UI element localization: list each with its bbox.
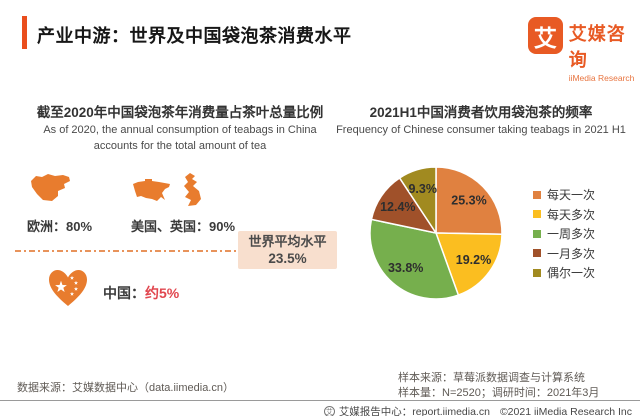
legend-label: 一周多次 — [547, 227, 596, 242]
iimedia-logo-icon: 艾 — [528, 17, 563, 54]
europe-map-icon — [31, 174, 70, 201]
legend-item-一周多次: 一周多次 — [533, 224, 595, 244]
pie-slice-value-每天一次: 25.3% — [451, 194, 486, 208]
left-section-title: 截至2020年中国袋泡茶年消费量占茶叶总量比例 — [36, 105, 324, 120]
legend-swatch-icon — [533, 210, 541, 219]
pie-slice-value-一周多次: 33.8% — [388, 261, 423, 275]
usa-map-icon — [133, 179, 170, 201]
sample-info-note: 样本量：N=2520；调研时间：2021年3月 — [398, 387, 600, 399]
legend-label: 每天多次 — [547, 207, 596, 222]
footer: 艾 艾媒报告中心：report.iimedia.cn ©2021 iiMedia… — [323, 404, 632, 416]
left-subtitle-line2: accounts for the total amount of tea — [93, 140, 267, 152]
china-rate-value: 约5% — [145, 285, 180, 301]
legend-swatch-icon — [533, 249, 541, 258]
legend-item-偶尔一次: 偶尔一次 — [533, 263, 595, 283]
pie-slice-一周多次 — [369, 218, 460, 300]
pie-slice-value-偶尔一次: 9.3% — [408, 182, 437, 196]
footer-divider — [0, 400, 640, 401]
legend-label: 偶尔一次 — [547, 266, 596, 281]
sample-source-note: 样本来源：草莓派数据调查与计算系统 — [398, 372, 585, 384]
legend-item-每天多次: 每天多次 — [533, 205, 595, 225]
footer-report-link[interactable]: 艾媒报告中心：report.iimedia.cn — [338, 406, 490, 416]
europe-rate-label: 欧洲：80% — [27, 219, 93, 234]
pie-slice-value-每天多次: 19.2% — [456, 253, 491, 267]
page-title: 产业中游：世界及中国袋泡茶消费水平 — [37, 26, 352, 46]
legend-label: 每天一次 — [547, 188, 596, 203]
us-uk-rate-label: 美国、英国：90% — [131, 219, 236, 234]
legend-item-一月多次: 一月多次 — [533, 244, 595, 264]
iimedia-logo: 艾 艾媒咨询 iiMedia Research — [528, 17, 640, 83]
data-source-note: 数据来源：艾媒数据中心（data.iimedia.cn） — [17, 382, 234, 394]
right-section-title: 2021H1中国消费者饮用袋泡茶的频率 — [369, 105, 593, 120]
iimedia-footer-icon: 艾 — [323, 406, 335, 416]
pie-slice-偶尔一次 — [398, 166, 437, 234]
world-average-title: 世界平均水平 — [248, 233, 327, 249]
logo-text: 艾媒咨询 iiMedia Research — [569, 17, 640, 83]
world-average-value: 23.5% — [268, 250, 307, 266]
left-section-subtitle: As of 2020, the annual consumption of te… — [15, 122, 345, 154]
pie-slice-value-一月多次: 12.4% — [380, 200, 415, 214]
legend-swatch-icon — [533, 190, 541, 199]
footer-copyright: ©2021 iiMedia Research Inc — [499, 405, 632, 416]
right-section-subtitle: Frequency of Chinese consumer taking tea… — [336, 124, 626, 136]
legend-item-每天一次: 每天一次 — [533, 185, 595, 205]
china-rate-label: 中国：约5% — [103, 283, 179, 303]
uk-map-icon — [184, 173, 201, 206]
pie-slice-每天一次 — [435, 166, 503, 235]
pie-slice-每天多次 — [435, 232, 503, 296]
logo-name-cn: 艾媒咨询 — [568, 24, 626, 70]
title-accent-bar — [22, 16, 27, 49]
left-subtitle-line1: As of 2020, the annual consumption of te… — [43, 124, 317, 136]
china-label: 中国： — [103, 285, 145, 301]
legend-label: 一月多次 — [547, 246, 596, 261]
pie-legend: 每天一次每天多次一周多次一月多次偶尔一次 — [533, 185, 595, 283]
logo-name-en: iiMedia Research — [568, 73, 635, 83]
world-average-box: 世界平均水平 23.5% — [238, 231, 337, 269]
china-heart-icon — [49, 269, 87, 306]
legend-swatch-icon — [533, 268, 541, 277]
pie-chart: 25.3% 19.2% 33.8% 12.4% 9.3% — [369, 166, 503, 300]
dashed-divider — [15, 250, 237, 252]
legend-swatch-icon — [533, 229, 541, 238]
